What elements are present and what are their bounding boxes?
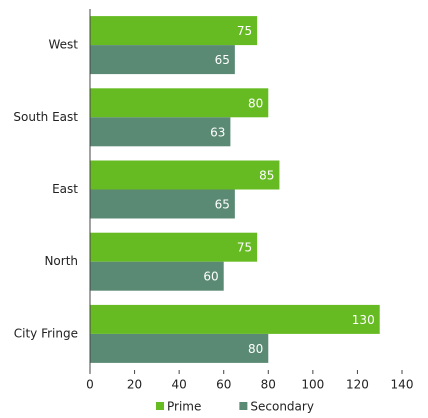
y-tick-label: City Fringe [14,326,78,340]
x-tick-label: 60 [216,378,231,392]
bar [90,88,269,118]
bar [90,261,224,291]
value-label: 85 [259,169,274,183]
bar [90,117,231,147]
y-tick-label: West [48,38,78,52]
x-tick-label: 100 [301,378,324,392]
value-label: 80 [248,342,263,356]
value-label: 65 [215,53,230,67]
value-label: 75 [237,24,252,38]
y-tick-label: North [44,254,78,268]
value-label: 130 [352,313,375,327]
bar [90,45,235,75]
legend-label: Prime [167,400,201,414]
value-label: 63 [210,125,225,139]
value-label: 60 [203,270,218,284]
value-label: 75 [237,241,252,255]
bar [90,189,235,219]
bar [90,16,258,46]
legend-swatch [156,402,164,410]
legend-swatch [239,402,248,410]
x-tick-label: 140 [391,378,414,392]
y-tick-label: South East [13,110,78,124]
bar [90,333,269,363]
value-label: 80 [248,96,263,110]
y-tick-label: East [52,182,78,196]
x-tick-label: 80 [261,378,276,392]
value-label: 65 [215,198,230,212]
x-tick-label: 0 [86,378,94,392]
legend-label: Secondary [250,400,314,414]
bar [90,160,280,190]
x-tick-label: 20 [127,378,142,392]
bar [90,304,380,334]
x-tick-label: 40 [172,378,187,392]
bar [90,232,258,262]
x-tick-label: 120 [346,378,369,392]
